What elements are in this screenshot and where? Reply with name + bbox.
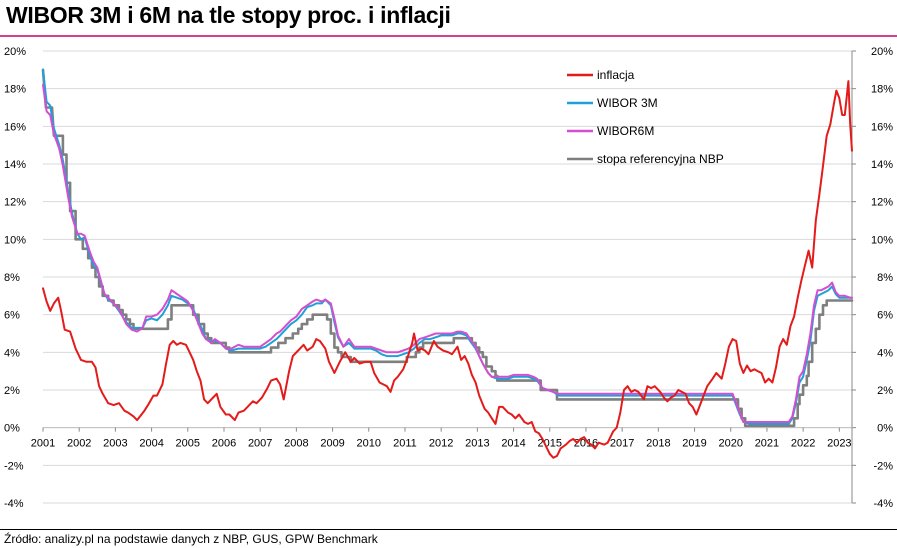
x-tick-label: 2020 [718, 438, 742, 450]
x-tick-label: 2018 [646, 438, 670, 450]
y-tick-label-right: 10% [871, 234, 893, 246]
y-tick-label-left: -4% [4, 498, 24, 510]
gridlines [43, 50, 852, 504]
x-tick-label: 2001 [31, 438, 55, 450]
x-tick-label: 2008 [284, 438, 308, 450]
page-title: WIBOR 3M i 6M na tle stopy proc. i infla… [6, 2, 451, 28]
x-tick-label: 2011 [393, 438, 417, 450]
x-tick-label: 2022 [791, 438, 815, 450]
y-tick-label-right: 4% [877, 347, 893, 359]
y-tick-label-right: -2% [873, 460, 893, 472]
y-tick-label-right: 20% [871, 46, 893, 58]
legend-label: WIBOR 3M [597, 96, 658, 110]
y-tick-label-right: 2% [877, 385, 893, 397]
x-tick-label: 2019 [682, 438, 706, 450]
legend: inflacja WIBOR 3M WIBOR6M stopa referencyjn… [567, 68, 724, 166]
footer-divider [0, 529, 897, 530]
x-tick-label: 2023 [827, 438, 851, 450]
y-tick-label-left: 4% [4, 347, 20, 359]
x-tick-label: 2004 [139, 438, 163, 450]
source-note: Źródło: analizy.pl na podstawie danych z… [4, 532, 378, 546]
legend-label: WIBOR6M [597, 124, 654, 138]
y-tick-label-left: 18% [4, 84, 26, 96]
series-lines [41, 68, 854, 459]
series-line-0 [42, 80, 853, 459]
legend-label: inflacja [597, 68, 635, 82]
series-line-2 [42, 83, 853, 423]
y-tick-label-right: 16% [871, 121, 893, 133]
y-tick-label-left: 10% [4, 234, 26, 246]
y-tick-label-left: 6% [4, 310, 20, 322]
x-tick-label: 2006 [212, 438, 236, 450]
x-tick-label: 2021 [755, 438, 779, 450]
x-tick-label: 2012 [429, 438, 453, 450]
x-tick-label: 2009 [320, 438, 344, 450]
x-tick-label: 2013 [465, 438, 489, 450]
x-tick-label: 2017 [610, 438, 634, 450]
y-tick-label-right: 8% [877, 272, 893, 284]
x-tick-label: 2005 [176, 438, 200, 450]
y-tick-label-right: -4% [873, 498, 893, 510]
x-tick-label: 2007 [248, 438, 272, 450]
legend-label: stopa referencyjna NBP [597, 152, 724, 166]
y-tick-label-right: 18% [871, 84, 893, 96]
y-tick-label-left: 16% [4, 121, 26, 133]
axes: -4% -4% -2% -2% 0% 0% 2% 2% 4% 4% 6% 6% 8% 8% 10% 10% 12… [4, 46, 893, 510]
x-tick-label: 2014 [501, 438, 525, 450]
y-tick-label-left: 20% [4, 46, 26, 58]
x-tick-label: 2003 [103, 438, 127, 450]
y-tick-label-right: 6% [877, 310, 893, 322]
x-tick-label: 2015 [538, 438, 562, 450]
y-tick-label-left: 14% [4, 159, 26, 171]
x-tick-label: 2002 [67, 438, 91, 450]
y-tick-label-left: -2% [4, 460, 24, 472]
line-chart: -4% -4% -2% -2% 0% 0% 2% 2% 4% 4% 6% 6% 8% 8% 10% 10% 12… [4, 46, 893, 510]
y-tick-label-left: 2% [4, 385, 20, 397]
y-tick-label-left: 12% [4, 197, 26, 209]
y-tick-label-right: 14% [871, 159, 893, 171]
y-tick-label-right: 0% [877, 423, 893, 435]
x-tick-label: 2010 [357, 438, 381, 450]
y-tick-label-left: 8% [4, 272, 20, 284]
y-tick-label-left: 0% [4, 423, 20, 435]
title-divider [0, 35, 897, 37]
y-tick-label-right: 12% [871, 197, 893, 209]
